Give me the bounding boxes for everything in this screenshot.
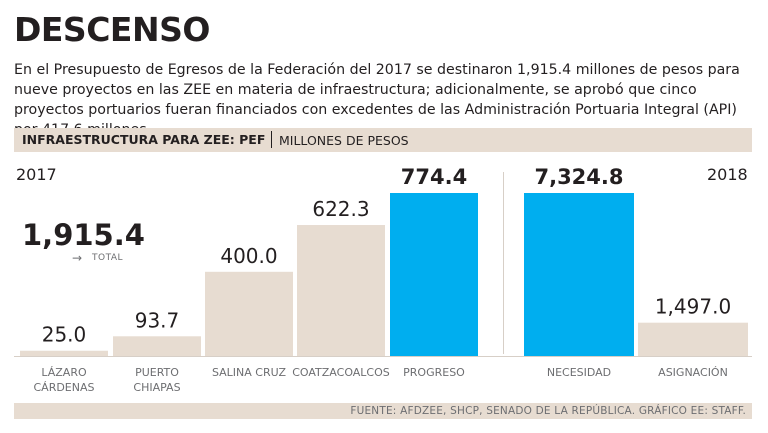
value-label-0-3: 622.3	[312, 197, 369, 221]
chart-subtitle: INFRAESTRUCTURA PARA ZEE: PEF	[22, 132, 266, 147]
value-label-1-1: 1,497.0	[655, 295, 731, 319]
value-label-0-0: 25.0	[42, 323, 87, 347]
source-strip: FUENTE: AFDZEE, SHCP, SENADO DE LA REPÚB…	[14, 403, 752, 419]
value-label-0-2: 400.0	[220, 244, 277, 268]
category-label-0-1: PUERTO	[135, 366, 179, 379]
arrow-right-icon: →	[72, 251, 83, 265]
chart-description: En el Presupuesto de Egresos de la Feder…	[14, 62, 740, 138]
value-label-0-4: 774.4	[401, 165, 467, 189]
category-label-0-3: COATZACOALCOS	[292, 366, 390, 379]
year-label-2018: 2018	[707, 165, 748, 184]
bar-0-1	[113, 336, 201, 356]
chart-title: DESCENSO	[14, 10, 210, 49]
section-divider	[503, 172, 504, 354]
bar-0-4	[390, 193, 478, 356]
bar-0-0	[20, 350, 108, 356]
chart-subtitle-strip: INFRAESTRUCTURA PARA ZEE: PEF MILLONES D…	[14, 128, 752, 152]
category-label-0-0: LÁZARO	[41, 366, 87, 379]
category-label-0-2: SALINA CRUZ	[212, 366, 287, 379]
bar-0-3	[297, 225, 385, 356]
category-label-1-1: ASIGNACIÓN	[658, 366, 728, 379]
total-label: TOTAL	[92, 253, 124, 263]
category-label-1-0: NECESIDAD	[547, 366, 611, 379]
bar-0-2	[205, 271, 293, 356]
category-label-0-4: PROGRESO	[403, 366, 465, 379]
chart-unit-label: MILLONES DE PESOS	[279, 133, 409, 148]
value-label-1-0: 7,324.8	[534, 165, 623, 189]
source-note: FUENTE: AFDZEE, SHCP, SENADO DE LA REPÚB…	[350, 405, 746, 417]
category-label-0-0: CÁRDENAS	[33, 381, 94, 394]
bar-1-1	[638, 322, 748, 356]
bar-1-0	[524, 193, 634, 356]
subtitle-divider	[271, 131, 272, 148]
chart-baseline	[14, 356, 752, 357]
total-value: 1,915.4	[22, 218, 145, 252]
category-label-0-1: CHIAPAS	[133, 381, 180, 394]
year-label-2017: 2017	[16, 165, 57, 184]
value-label-0-1: 93.7	[135, 308, 180, 332]
